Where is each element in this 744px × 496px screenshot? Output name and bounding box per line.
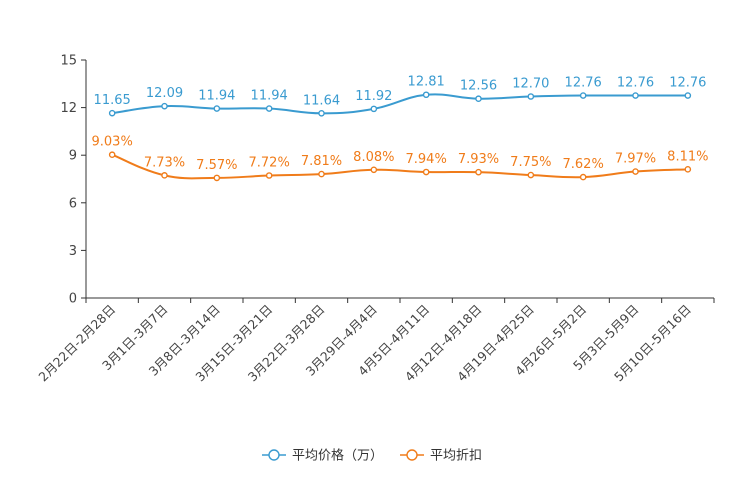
data-point[interactable] — [527, 93, 535, 100]
data-label: 12.56 — [460, 79, 497, 94]
series-line — [111, 153, 688, 180]
y-tick-label: 0 — [69, 292, 77, 307]
chart-series: 11.65 12.09 11.94 11.94 11.64 11.92 12.81 12.56… — [92, 75, 708, 182]
x-category-label: 2月22日-2月28日 — [35, 302, 118, 385]
data-point[interactable] — [161, 172, 168, 179]
y-tick-label: 6 — [69, 196, 77, 211]
data-label: 12.70 — [512, 76, 549, 91]
data-point[interactable] — [108, 109, 116, 117]
data-point[interactable] — [213, 174, 221, 182]
data-label: 7.75% — [510, 155, 551, 170]
legend-item-avg-price[interactable]: 平均价格（万） — [262, 448, 383, 464]
data-label: 12.76 — [565, 76, 602, 91]
data-point[interactable] — [370, 105, 378, 113]
legend-marker — [268, 449, 280, 461]
data-label: 7.73% — [144, 155, 185, 170]
data-point[interactable] — [475, 95, 482, 103]
legend-item-avg-discount[interactable]: 平均折扣 — [400, 449, 482, 464]
data-point[interactable] — [632, 92, 639, 99]
data-label: 7.93% — [458, 152, 499, 167]
y-tick-label: 15 — [60, 54, 77, 69]
data-point[interactable] — [265, 172, 273, 179]
data-point[interactable] — [527, 171, 535, 179]
legend-label: 平均价格（万） — [292, 448, 383, 464]
data-label: 7.81% — [301, 154, 342, 169]
data-label: 12.76 — [617, 76, 654, 91]
data-label: 12.81 — [408, 75, 445, 90]
data-label: 7.62% — [563, 157, 604, 172]
data-point[interactable] — [475, 168, 482, 176]
data-label: 11.65 — [94, 93, 131, 108]
y-tick-label: 12 — [60, 101, 77, 116]
legend-marker — [406, 449, 418, 461]
data-label: 7.97% — [615, 152, 656, 167]
data-point[interactable] — [318, 170, 325, 178]
data-label: 12.76 — [669, 76, 706, 91]
series-avg-discount: 9.03% 7.73% 7.57% 7.72% 7.81% 8.08% 7.94% 7.93%… — [92, 135, 708, 182]
data-label: 11.92 — [355, 89, 392, 104]
data-point[interactable] — [213, 105, 221, 112]
y-tick-label: 3 — [69, 244, 77, 259]
legend-label: 平均折扣 — [430, 449, 482, 464]
data-label: 7.57% — [196, 158, 237, 173]
data-point[interactable] — [579, 173, 587, 181]
data-point[interactable] — [422, 91, 430, 99]
data-point[interactable] — [318, 110, 325, 117]
data-point[interactable] — [265, 105, 273, 112]
data-label: 7.72% — [249, 156, 290, 171]
data-point[interactable] — [632, 168, 639, 175]
data-point[interactable] — [684, 92, 692, 99]
data-point[interactable] — [161, 102, 168, 110]
data-point[interactable] — [422, 168, 430, 176]
data-label: 12.09 — [146, 86, 183, 101]
y-tick-label: 9 — [69, 149, 77, 164]
data-label: 11.94 — [251, 89, 288, 104]
data-label: 11.64 — [303, 93, 340, 108]
data-point[interactable] — [684, 166, 692, 173]
data-label: 11.94 — [198, 89, 235, 104]
series-line — [112, 93, 688, 115]
data-label: 7.94% — [406, 152, 447, 167]
data-label: 8.08% — [353, 150, 394, 165]
data-point[interactable] — [108, 151, 116, 159]
series-avg-price: 11.65 12.09 11.94 11.94 11.64 11.92 12.81 12.56… — [94, 75, 706, 117]
chart-legend[interactable]: 平均价格（万） 平均折扣 — [262, 448, 482, 464]
data-point[interactable] — [579, 92, 587, 99]
data-label: 9.03% — [92, 135, 133, 150]
data-point[interactable] — [370, 166, 378, 174]
data-label: 8.11% — [667, 149, 708, 164]
